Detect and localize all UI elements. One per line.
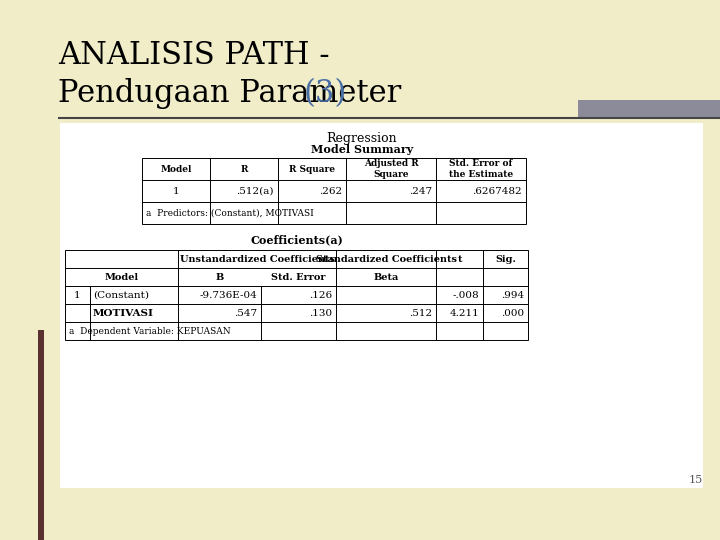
Text: 1: 1	[74, 291, 81, 300]
Text: Pendugaan Parameter: Pendugaan Parameter	[58, 78, 411, 109]
Text: (Constant): (Constant)	[93, 291, 149, 300]
Text: a  Dependent Variable: KEPUASAN: a Dependent Variable: KEPUASAN	[69, 327, 230, 335]
Bar	[60, 123, 703, 488]
Text: Sig.: Sig.	[495, 254, 516, 264]
Text: .512(a): .512(a)	[236, 186, 274, 195]
Text: a  Predictors: (Constant), MOTIVASI: a Predictors: (Constant), MOTIVASI	[146, 208, 314, 218]
Bar	[38, 330, 44, 540]
Text: Beta: Beta	[373, 273, 399, 281]
Text: Standardized Coefficients: Standardized Coefficients	[315, 254, 456, 264]
Text: Std. Error of
the Estimate: Std. Error of the Estimate	[449, 159, 513, 179]
Text: .130: .130	[309, 308, 332, 318]
Bar	[578, 100, 720, 117]
Bar	[65, 250, 528, 340]
Text: (3): (3)	[304, 78, 347, 109]
Text: -.008: -.008	[452, 291, 479, 300]
Text: .6267482: .6267482	[472, 186, 522, 195]
Text: Unstandardized Coefficients: Unstandardized Coefficients	[179, 254, 335, 264]
Text: 4.211: 4.211	[449, 308, 479, 318]
Text: .547: .547	[234, 308, 257, 318]
Text: Model Summary: Model Summary	[311, 144, 413, 155]
Text: .000: .000	[501, 308, 524, 318]
Text: Coefficients(a): Coefficients(a)	[250, 234, 343, 246]
Text: ANALISIS PATH -: ANALISIS PATH -	[58, 40, 330, 71]
Text: 1: 1	[173, 186, 179, 195]
Text: .262: .262	[319, 186, 342, 195]
Text: B: B	[215, 273, 224, 281]
Bar	[142, 158, 526, 224]
Text: R Square: R Square	[289, 165, 335, 173]
Text: t: t	[457, 254, 462, 264]
Text: .126: .126	[309, 291, 332, 300]
Text: .247: .247	[409, 186, 432, 195]
Text: .994: .994	[501, 291, 524, 300]
Text: MOTIVASI: MOTIVASI	[93, 308, 154, 318]
Text: .512: .512	[409, 308, 432, 318]
Text: R: R	[240, 165, 248, 173]
Text: Std. Error: Std. Error	[271, 273, 325, 281]
Text: Model: Model	[104, 273, 138, 281]
Text: 15: 15	[689, 475, 703, 485]
Text: Model: Model	[161, 165, 192, 173]
Text: -9.736E-04: -9.736E-04	[199, 291, 257, 300]
Text: Adjusted R
Square: Adjusted R Square	[364, 159, 418, 179]
Text: Regression: Regression	[327, 132, 397, 145]
